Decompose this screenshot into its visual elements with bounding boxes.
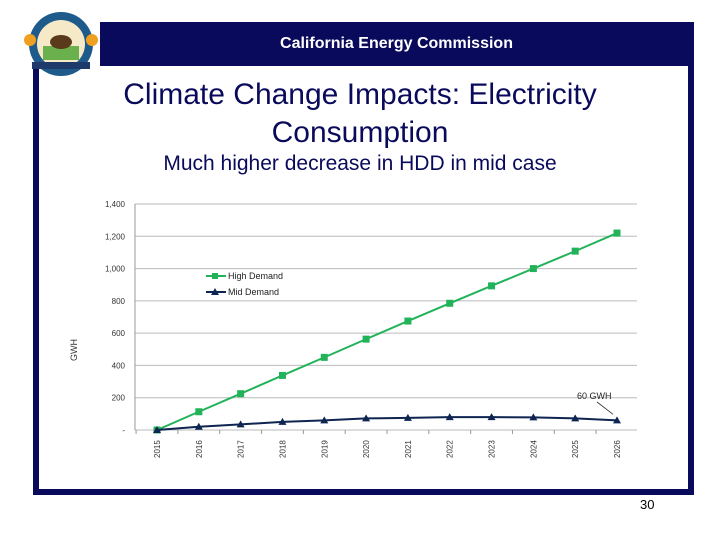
- series-line-0: [156, 232, 618, 431]
- x-tick-label: 2023: [488, 440, 497, 458]
- data-point: [236, 420, 245, 428]
- data-point: [446, 299, 454, 307]
- x-tick-label: 2025: [571, 440, 580, 458]
- x-tick-label: 2015: [153, 440, 162, 458]
- legend-label: Mid Demand: [228, 287, 279, 297]
- y-axis-label: GWH: [69, 339, 79, 361]
- data-point: [488, 282, 496, 290]
- frame-bottom: [33, 489, 694, 495]
- x-tick-label: 2019: [320, 440, 329, 458]
- x-tick-label: 2018: [278, 440, 287, 458]
- data-point: [362, 335, 370, 343]
- x-tick-label: 2024: [529, 440, 538, 458]
- data-point: [278, 371, 286, 379]
- data-point: [613, 229, 621, 237]
- data-point: [529, 413, 538, 421]
- y-tick-label: 600: [112, 329, 126, 338]
- legend-marker: [212, 273, 218, 279]
- y-tick-label: -: [122, 426, 125, 435]
- data-point: [320, 416, 329, 424]
- slide-title: Climate Change Impacts: Electricity Cons…: [123, 78, 597, 149]
- data-point: [362, 414, 371, 422]
- data-point: [278, 417, 287, 425]
- data-point: [237, 390, 245, 398]
- slide-subtitle: Much higher decrease in HDD in mid case: [163, 152, 557, 175]
- y-tick-label: 400: [112, 361, 126, 370]
- x-tick-label: 2020: [362, 440, 371, 458]
- x-tick-label: 2026: [613, 440, 622, 458]
- org-name: California Energy Commission: [280, 35, 513, 52]
- data-point: [320, 353, 328, 361]
- data-point: [403, 413, 412, 421]
- y-tick-label: 1,400: [105, 200, 126, 209]
- commission-seal-logo: [24, 12, 98, 76]
- y-tick-label: 1,000: [105, 265, 126, 274]
- y-tick-label: 200: [112, 394, 126, 403]
- data-point: [487, 413, 496, 421]
- legend-marker: [211, 288, 219, 295]
- data-point: [445, 413, 454, 421]
- x-tick-label: 2021: [404, 440, 413, 458]
- header-band: California Energy Commission: [100, 22, 693, 66]
- frame-left: [33, 66, 39, 495]
- x-tick-label: 2022: [446, 440, 455, 458]
- x-tick-label: 2017: [237, 440, 246, 458]
- data-point: [153, 426, 161, 433]
- annotation-text: 60 GWH: [577, 391, 612, 401]
- data-point: [529, 265, 537, 273]
- page-number: 30: [640, 497, 655, 512]
- data-point: [404, 317, 412, 325]
- data-point: [571, 414, 580, 422]
- data-point: [613, 416, 621, 424]
- data-point: [571, 247, 579, 255]
- frame-right: [688, 22, 694, 495]
- y-tick-label: 800: [112, 297, 126, 306]
- data-point: [194, 422, 203, 430]
- series-line-1: [156, 416, 618, 431]
- x-tick-label: 2016: [195, 440, 204, 458]
- data-point: [195, 408, 203, 416]
- annotation-arrow: [596, 401, 614, 415]
- y-tick-label: 1,200: [105, 232, 126, 241]
- legend-label: High Demand: [228, 271, 283, 281]
